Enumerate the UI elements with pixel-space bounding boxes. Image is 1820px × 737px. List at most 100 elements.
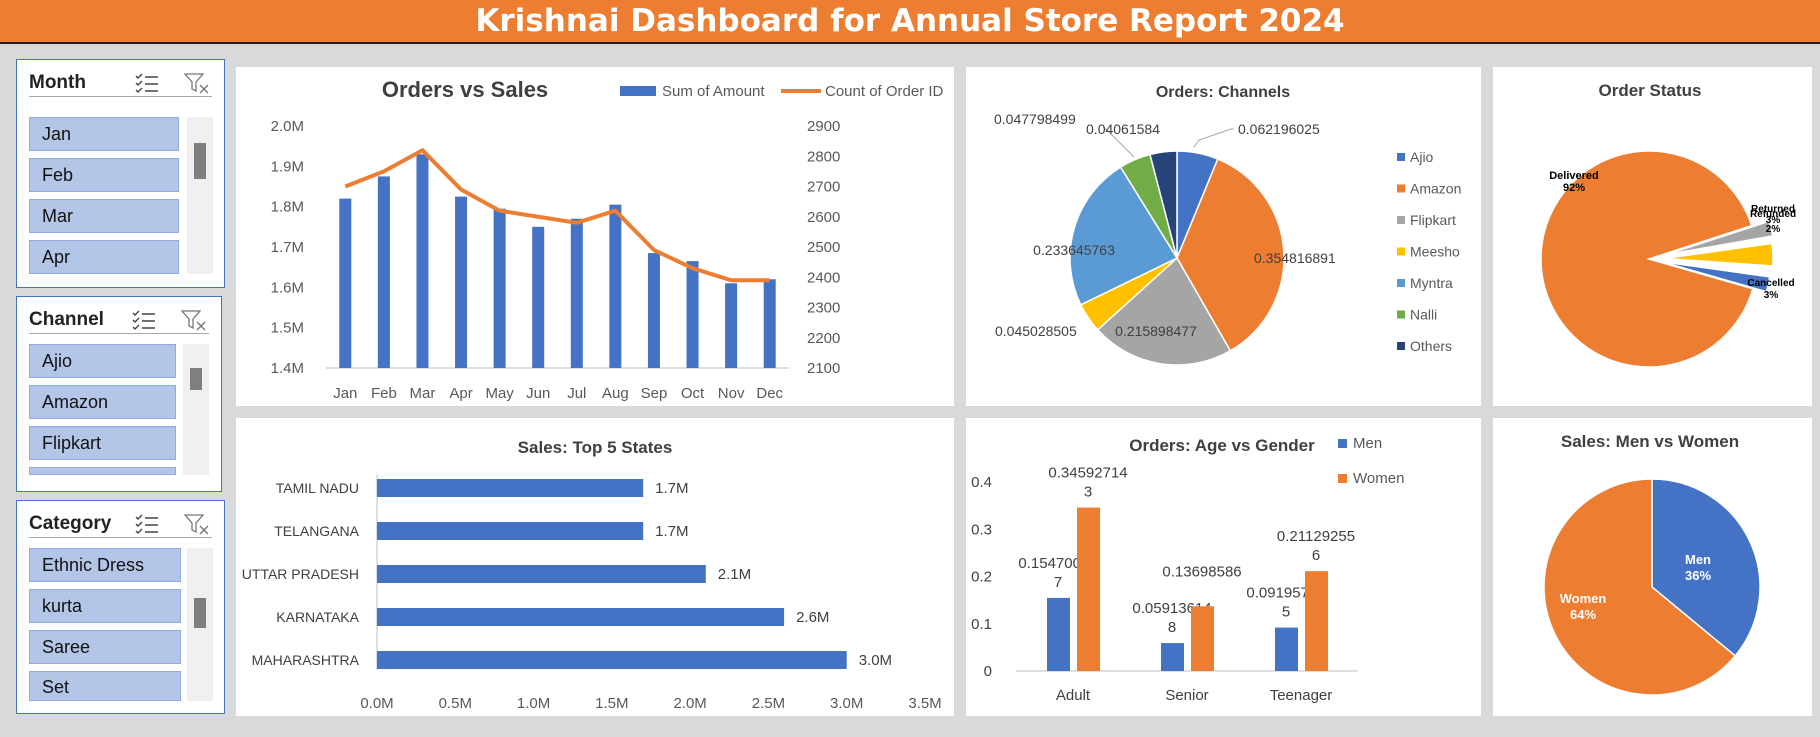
slicer-scrollbar[interactable] xyxy=(187,548,213,701)
slicer-header: Month xyxy=(29,68,212,97)
x-tick-label: 1.5M xyxy=(595,695,628,712)
multi-select-icon[interactable] xyxy=(134,72,160,94)
x-tick-label: Teenager xyxy=(1270,687,1333,704)
data-label: Men xyxy=(1685,552,1711,567)
pie-slice-refunded xyxy=(1664,242,1774,267)
dashboard-banner: Krishnai Dashboard for Annual Store Repo… xyxy=(0,0,1820,44)
data-label: 1.7M xyxy=(655,480,688,497)
bar-tamil-nadu xyxy=(377,479,644,497)
category-label: TELANGANA xyxy=(274,523,359,539)
bar-karnataka xyxy=(377,608,785,626)
y-tick-label: 0.3 xyxy=(971,521,992,538)
slicer-item-partial[interactable] xyxy=(29,467,176,475)
legend-label: Myntra xyxy=(1410,275,1453,291)
category-label: UTTAR PRADESH xyxy=(242,566,359,582)
x-tick-label: 2.5M xyxy=(752,695,785,712)
slicer-item-jan[interactable]: Jan xyxy=(29,117,179,151)
data-label: 0.21129255 xyxy=(1277,528,1355,545)
bar-dec xyxy=(763,279,776,368)
x-tick-label: Mar xyxy=(410,385,436,402)
bar-may xyxy=(493,208,506,368)
legend-swatch xyxy=(1397,184,1405,193)
data-label: 64% xyxy=(1570,607,1596,622)
orders-channels-panel: Orders: Channels 0.062196025 0.354816891 0.… xyxy=(966,67,1481,406)
data-label: Delivered xyxy=(1549,170,1599,182)
data-label: Returned xyxy=(1751,204,1795,215)
bar-mar xyxy=(416,154,429,368)
chart-title: Orders: Channels xyxy=(1156,84,1290,101)
chart-title: Orders: Age vs Gender xyxy=(1129,436,1315,455)
bar-men-adult xyxy=(1047,597,1070,671)
slicer-item-ethnic-dress[interactable]: Ethnic Dress xyxy=(29,548,181,582)
y-tick-label: 0.1 xyxy=(971,616,992,633)
orders-vs-sales-chart: Orders vs Sales Sum of Amount Count of Ord… xyxy=(271,77,944,402)
bar-apr xyxy=(455,196,468,368)
y2-tick-label: 2700 xyxy=(807,179,840,196)
pie-slice-delivered xyxy=(1540,150,1754,368)
y-tick-label: 0.2 xyxy=(971,569,992,586)
chart-title: Sales: Men vs Women xyxy=(1561,432,1739,451)
men-women-panel: Sales: Men vs Women Men 36% Women 64% xyxy=(1493,418,1812,716)
data-label: 3.0M xyxy=(859,652,892,669)
x-tick-label: 3.5M xyxy=(908,695,941,712)
slicer-item-apr[interactable]: Apr xyxy=(29,240,179,274)
legend-swatch xyxy=(1338,474,1347,483)
slicer-item-kurta[interactable]: kurta xyxy=(29,589,181,623)
pie-slice-amazon xyxy=(1176,158,1285,352)
data-label: Cancelled xyxy=(1747,278,1794,289)
order-status-panel: Order Status Delivered 92% Returned 3% Refund… xyxy=(1493,67,1812,406)
x-tick-label: Oct xyxy=(681,385,705,402)
x-tick-label: 3.0M xyxy=(830,695,863,712)
multi-select-icon[interactable] xyxy=(131,309,157,331)
data-label: 0.34592714 xyxy=(1048,465,1127,482)
slicer-scroll-thumb[interactable] xyxy=(194,598,206,628)
order-status-chart: Order StatusDelivered92%Returned3%Refund… xyxy=(1540,81,1796,368)
bar-jan xyxy=(339,198,352,368)
legend-swatch xyxy=(1397,247,1405,256)
legend-label: Women xyxy=(1353,470,1404,487)
multi-select-icon[interactable] xyxy=(134,513,160,535)
pie-slice-others xyxy=(1149,150,1178,259)
bar-women-senior xyxy=(1191,606,1214,671)
slicer-item-saree[interactable]: Saree xyxy=(29,630,181,664)
bar-nov xyxy=(725,283,738,368)
slicer-title: Month xyxy=(29,72,86,93)
data-label: Women xyxy=(1560,591,1607,606)
slicer-title: Channel xyxy=(29,309,104,330)
slicer-item-flipkart[interactable]: Flipkart xyxy=(29,426,176,460)
slicer-item-amazon[interactable]: Amazon xyxy=(29,385,176,419)
clear-filter-icon[interactable] xyxy=(181,309,207,331)
y2-tick-label: 2800 xyxy=(807,148,840,165)
slicer-item-mar[interactable]: Mar xyxy=(29,199,179,233)
data-label: 3% xyxy=(1766,215,1781,226)
slicer-item-ajio[interactable]: Ajio xyxy=(29,344,176,378)
x-tick-label: Jan xyxy=(333,385,357,402)
y-tick-label: 1.7M xyxy=(271,239,304,256)
slicer-scrollbar[interactable] xyxy=(187,117,213,274)
slicer-scrollbar[interactable] xyxy=(183,344,209,475)
bar-men-teenager xyxy=(1275,627,1298,671)
clear-filter-icon[interactable] xyxy=(184,513,210,535)
category-label: KARNATAKA xyxy=(276,609,359,625)
age-gender-panel: Orders: Age vs Gender Men Women 0.4 0.3 0.2 0.… xyxy=(966,418,1481,716)
legend-swatch xyxy=(1397,342,1405,350)
y2-tick-label: 2200 xyxy=(807,330,840,347)
slicer-item-set[interactable]: Set xyxy=(29,671,181,701)
slicer-title: Category xyxy=(29,513,112,534)
slicer-scroll-thumb[interactable] xyxy=(190,368,202,390)
data-label: 3 xyxy=(1084,484,1092,501)
legend-swatch xyxy=(1397,153,1405,161)
x-tick-label: Aug xyxy=(602,385,629,402)
pie-slice-women xyxy=(1543,478,1737,696)
data-label: 0.062196025 xyxy=(1238,121,1320,137)
legend-label: Amazon xyxy=(1410,181,1461,197)
x-tick-label: Senior xyxy=(1165,687,1208,704)
slicer-scroll-thumb[interactable] xyxy=(194,143,206,179)
y2-tick-label: 2900 xyxy=(807,118,840,135)
y-tick-label: 1.6M xyxy=(271,279,304,296)
chart-title: Order Status xyxy=(1599,81,1702,100)
slicer-item-feb[interactable]: Feb xyxy=(29,158,179,192)
y2-tick-label: 2400 xyxy=(807,269,840,286)
category-slicer: Category Ethnic Dress kurta Saree Set xyxy=(16,500,225,714)
clear-filter-icon[interactable] xyxy=(184,72,210,94)
